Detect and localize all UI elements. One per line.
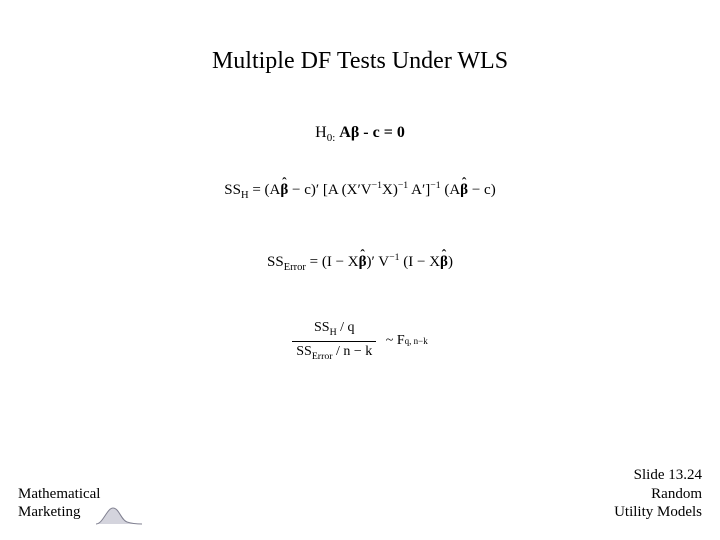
eq3-den-lhs: SS	[296, 344, 312, 359]
eq3-num-rest: / q	[337, 320, 355, 335]
eq3-num-sub: H	[330, 327, 337, 338]
eq1-inv2: −1	[398, 180, 408, 191]
eq3-den-rest: / n − k	[333, 344, 373, 359]
eq2-lhs-sub: Error	[284, 262, 306, 273]
hypothesis-rest: - c = 0	[359, 124, 405, 141]
footer-right: Slide 13.24 Random Utility Models	[614, 466, 702, 522]
eq1-lhs: SS	[224, 182, 241, 198]
eq3-rhs: ~ Fq, n−k	[382, 320, 427, 362]
footer-left-line1: Mathematical	[18, 485, 100, 504]
slide-container: Multiple DF Tests Under WLS H0: Aβ - c =…	[0, 0, 720, 540]
hypothesis-A: A	[339, 124, 351, 141]
footer-right-line1: Slide 13.24	[614, 466, 702, 485]
eq1-beta1: β	[280, 182, 288, 199]
eq2-p4: )	[448, 254, 453, 270]
equation-sserror: SSError = (I − Xβ)′ V−1 (I − Xβ)	[0, 252, 720, 273]
eq3-num-lhs: SS	[314, 320, 330, 335]
equation-fstat: SSH / q SSError / n − k ~ Fq, n−k	[0, 320, 720, 362]
eq1-p4: A′]	[408, 182, 430, 198]
eq1-inv1: −1	[372, 180, 382, 191]
footer-right-line2: Random	[614, 485, 702, 504]
eq3-fraction: SSH / q SSError / n − k	[292, 320, 376, 362]
eq2-p1: = (I − X	[306, 254, 359, 270]
eq3-den-sub: Error	[312, 350, 333, 361]
eq3-numerator: SSH / q	[292, 320, 376, 342]
eq2-p3: (I − X	[400, 254, 441, 270]
eq1-beta2: β	[460, 182, 468, 199]
eq2-inv1: −1	[389, 252, 399, 263]
eq1-p3: X)	[382, 182, 398, 198]
equation-ssh: SSH = (Aβ − c)′ [A (X′V−1X)−1 A′]−1 (Aβ …	[0, 180, 720, 201]
eq1-lhs-sub: H	[241, 190, 249, 201]
eq2-lhs: SS	[267, 254, 284, 270]
hypothesis-H: H	[315, 124, 327, 141]
eq2-beta1: β	[359, 254, 367, 271]
footer-right-line3: Utility Models	[614, 503, 702, 522]
eq1-p5: (A	[441, 182, 461, 198]
eq2-p2: )′ V	[367, 254, 390, 270]
eq3-denominator: SSError / n − k	[292, 342, 376, 363]
eq2-beta2: β	[440, 254, 448, 271]
hypothesis-sub: 0:	[327, 132, 336, 144]
eq1-p6: − c)	[468, 182, 496, 198]
distribution-curve-icon	[95, 504, 143, 526]
footer-left-line2: Marketing	[18, 503, 100, 522]
footer-left: Mathematical Marketing	[18, 485, 100, 523]
eq3-tilde: ~	[386, 333, 394, 349]
eq1-inv3: −1	[430, 180, 440, 191]
null-hypothesis: H0: Aβ - c = 0	[0, 124, 720, 144]
eq3-F-sub: q, n−k	[405, 336, 428, 346]
eq3-F: F	[397, 333, 405, 349]
slide-title: Multiple DF Tests Under WLS	[0, 48, 720, 75]
eq1-p2: − c)′ [A (X′V	[288, 182, 371, 198]
eq1-p1: = (A	[249, 182, 281, 198]
